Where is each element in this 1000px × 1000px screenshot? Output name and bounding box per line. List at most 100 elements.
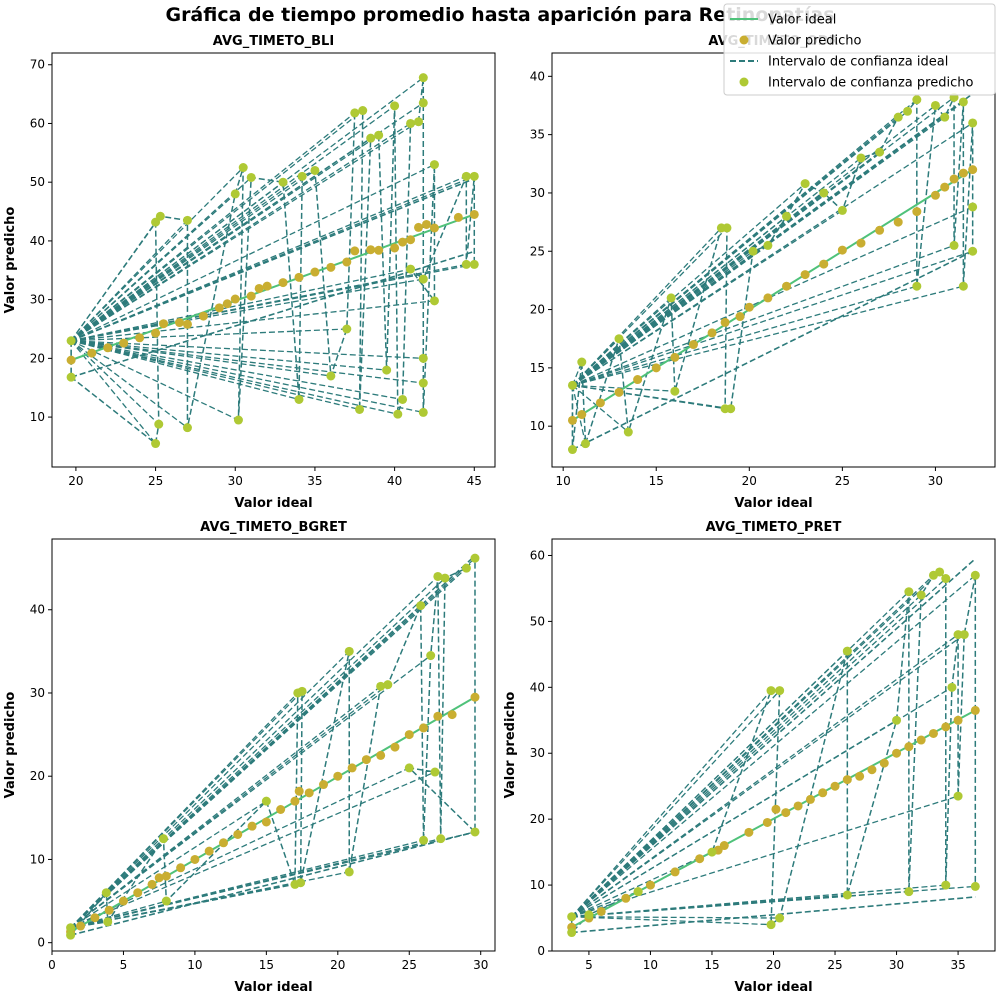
subplot-0: 20 25 30 35 40 45 10 20 30 40 50 60 70 AVG_TIMETO_BLI…: [3, 34, 496, 511]
y-tick-label: 10: [30, 852, 45, 866]
y-tick-label: 30: [530, 746, 545, 760]
predicted-point: [361, 755, 371, 765]
predicted-point: [892, 748, 902, 758]
ci-predicted-point: [469, 259, 479, 269]
ci-fan-line: [71, 278, 424, 342]
ci-predicted-point: [470, 827, 480, 837]
predicted-point: [176, 863, 186, 873]
ci-predicted-point: [390, 101, 400, 111]
ci-fan-line: [71, 340, 387, 371]
ci-predicted-point: [404, 763, 414, 773]
predicted-point: [941, 722, 951, 732]
predicted-point: [104, 905, 114, 915]
predicted-point: [719, 841, 729, 851]
ci-predicted-point: [461, 259, 471, 269]
ci-predicted-point: [766, 686, 776, 696]
predicted-point: [651, 363, 661, 373]
y-tick-label: 20: [30, 351, 45, 365]
ci-fan-line: [70, 690, 303, 929]
ci-fan-line: [571, 594, 922, 918]
ci-predicted-point: [782, 211, 792, 221]
predicted-point: [949, 174, 959, 184]
predicted-point: [953, 715, 963, 725]
x-tick-label: 20: [766, 958, 781, 972]
ci-fan-line: [572, 285, 964, 386]
y-tick-label: 60: [530, 548, 545, 562]
ci-fan-line: [71, 340, 424, 360]
predicted-point: [342, 257, 352, 267]
ci-fan-line: [70, 77, 424, 342]
x-tick-label: 10: [187, 958, 202, 972]
ci-predicted-point: [383, 680, 393, 690]
ci-fan-line: [70, 167, 244, 342]
ci-ideal-line-lower: [572, 250, 974, 451]
predicted-point: [294, 786, 304, 796]
ci-fan-line: [572, 122, 974, 386]
x-tick-label: 10: [556, 474, 571, 488]
predicted-point: [135, 333, 145, 343]
x-tick-label: 45: [467, 474, 482, 488]
legend: Valor ideal Valor predicho Intervalo de co…: [723, 3, 996, 96]
predicted-point: [90, 913, 100, 923]
predicted-point: [419, 723, 429, 733]
predicted-point: [190, 854, 200, 864]
ci-predicted-point: [567, 912, 577, 922]
ci-fan-line: [571, 578, 947, 918]
ci-fan-line: [71, 300, 435, 342]
ci-predicted-point: [355, 404, 365, 414]
ci-predicted-point: [66, 336, 76, 346]
ci-fan-line: [572, 250, 973, 386]
ci-predicted-point: [440, 573, 450, 583]
predicted-point: [174, 318, 184, 328]
ci-predicted-point: [763, 240, 773, 250]
ci-predicted-point: [418, 353, 428, 363]
predicted-point: [119, 338, 129, 348]
ci-fan-line: [70, 112, 356, 342]
ci-predicted-point: [892, 715, 902, 725]
ci-predicted-point: [155, 211, 165, 221]
ci-predicted-point: [418, 378, 428, 388]
ci-predicted-point: [461, 171, 471, 181]
ideal-line: [571, 168, 974, 422]
ci-predicted-point: [470, 553, 480, 563]
predicted-point: [161, 871, 171, 881]
ci-fan-line: [70, 557, 476, 929]
plot-area: [66, 73, 479, 449]
ci-predicted-point: [958, 97, 968, 107]
ci-fan-line: [70, 340, 157, 444]
ci-fan-line: [70, 340, 424, 414]
ci-predicted-point: [842, 890, 852, 900]
predicted-point: [819, 259, 829, 269]
ci-fan-line: [70, 340, 239, 421]
ci-predicted-point: [581, 439, 591, 449]
ci-predicted-point: [912, 95, 922, 105]
ci-predicted-point: [775, 686, 785, 696]
ci-fan-line: [70, 839, 424, 929]
ci-predicted-point: [182, 215, 192, 225]
ci-predicted-point: [429, 296, 439, 306]
predicted-point: [614, 387, 624, 397]
ci-fan-line: [70, 655, 432, 929]
ideal-line: [70, 696, 476, 933]
predicted-point: [159, 319, 169, 329]
ci-predicted-point: [103, 917, 113, 927]
ci-fan-line: [70, 215, 161, 342]
ci-fan-line: [70, 577, 446, 929]
predicted-point: [707, 328, 717, 338]
ci-fan-line: [70, 575, 439, 929]
y-tick-label: 60: [30, 116, 45, 130]
subplot-3: 5 10 15 20 25 30 35 0 10 20 30 40 50 60 AVG_TIMETO_PRE…: [503, 520, 996, 995]
ci-predicted-point: [633, 887, 643, 897]
ci-predicted-point: [968, 246, 978, 256]
x-tick-label: 20: [68, 474, 83, 488]
y-tick-label: 40: [530, 680, 545, 694]
predicted-point: [856, 238, 866, 248]
x-tick-label: 30: [928, 474, 943, 488]
legend-label: Valor predicho: [768, 34, 861, 49]
predicted-point: [633, 375, 643, 385]
predicted-point: [278, 278, 288, 288]
predicted-point: [744, 302, 754, 312]
ci-predicted-point: [342, 324, 352, 334]
ci-predicted-point: [418, 274, 428, 284]
predicted-point: [421, 219, 431, 229]
